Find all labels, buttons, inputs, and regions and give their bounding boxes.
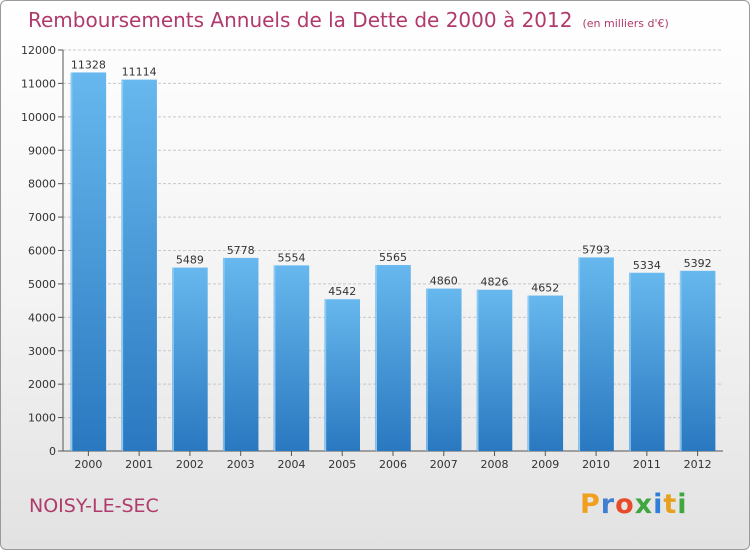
bar-2000 xyxy=(70,72,107,452)
bar-2002 xyxy=(172,267,208,451)
x-tick-label-2003: 2003 xyxy=(227,458,255,471)
value-label-2011: 5334 xyxy=(633,259,661,272)
logo-letter: t xyxy=(663,489,678,520)
bar-2007 xyxy=(426,288,462,451)
x-tick-label-2008: 2008 xyxy=(481,458,509,471)
y-tick-label: 5000 xyxy=(28,278,56,291)
commune-name: NOISY-LE-SEC xyxy=(29,495,159,517)
value-label-2012: 5392 xyxy=(684,257,712,270)
chart-title: Remboursements Annuels de la Dette de 20… xyxy=(28,8,669,32)
y-tick-label: 7000 xyxy=(28,211,56,224)
bar-2004 xyxy=(273,265,310,451)
axes: 0 1000 2000 3000 4000 5000 6000 7000 8000 9000 100… xyxy=(21,44,723,458)
y-tick-label: 0 xyxy=(49,445,56,458)
y-tick-label: 11000 xyxy=(21,77,56,90)
value-label-2008: 4826 xyxy=(481,276,509,289)
y-tick-label: 3000 xyxy=(28,345,56,358)
x-tick-label-2000: 2000 xyxy=(74,458,102,471)
logo-letter: P xyxy=(580,489,601,520)
value-label-2003: 5778 xyxy=(227,244,255,257)
value-label-2000: 11328 xyxy=(71,58,106,71)
logo-letter: x xyxy=(634,489,654,520)
value-label-2002: 5489 xyxy=(176,254,204,267)
x-tick-label-2001: 2001 xyxy=(125,458,153,471)
bar-2011 xyxy=(629,272,665,451)
bars xyxy=(70,72,716,452)
y-tick-label: 12000 xyxy=(21,44,56,57)
title-text: Remboursements Annuels de la Dette de 20… xyxy=(28,8,573,32)
value-label-2006: 5565 xyxy=(379,251,407,264)
logo-letter: r xyxy=(600,489,616,520)
logo-letter: o xyxy=(615,489,635,520)
y-tick-label: 2000 xyxy=(28,378,56,391)
bar-2003 xyxy=(222,257,259,451)
bar-2010 xyxy=(578,257,614,451)
x-tick-label-2012: 2012 xyxy=(684,458,712,471)
x-tick-label-2009: 2009 xyxy=(531,458,559,471)
chart-subtitle: (en milliers d'€) xyxy=(582,17,669,30)
bar-2006 xyxy=(375,265,411,451)
bar-2009 xyxy=(527,295,564,451)
value-labels: 11328 2000 11114 2001 5489 2002 5778 2003 5554 20… xyxy=(71,58,712,471)
y-tick-label: 9000 xyxy=(28,144,56,157)
logo-letter: i xyxy=(653,489,664,520)
y-tick-label: 1000 xyxy=(28,412,56,425)
y-tick-label: 8000 xyxy=(28,178,56,191)
value-label-2010: 5793 xyxy=(582,243,610,256)
value-label-2001: 11114 xyxy=(122,66,157,79)
value-label-2009: 4652 xyxy=(531,282,559,295)
y-tick-label: 6000 xyxy=(28,245,56,258)
x-tick-label-2011: 2011 xyxy=(633,458,661,471)
y-tick-label: 4000 xyxy=(28,311,56,324)
x-tick-label-2007: 2007 xyxy=(430,458,458,471)
value-label-2007: 4860 xyxy=(430,275,458,288)
x-tick-label-2006: 2006 xyxy=(379,458,407,471)
bar-2005 xyxy=(324,299,360,451)
x-tick-label-2005: 2005 xyxy=(328,458,356,471)
y-tick-label: 10000 xyxy=(21,111,56,124)
logo-letter: i xyxy=(677,489,688,520)
x-tick-label-2010: 2010 xyxy=(582,458,610,471)
x-tick-label-2004: 2004 xyxy=(277,458,305,471)
x-tick-label-2002: 2002 xyxy=(176,458,204,471)
proxiti-logo: Proxiti xyxy=(580,489,688,520)
bar-2012 xyxy=(679,270,716,451)
bar-2001 xyxy=(121,79,157,451)
bar-2008 xyxy=(476,289,513,451)
value-label-2005: 4542 xyxy=(328,285,356,298)
value-label-2004: 5554 xyxy=(277,251,305,264)
